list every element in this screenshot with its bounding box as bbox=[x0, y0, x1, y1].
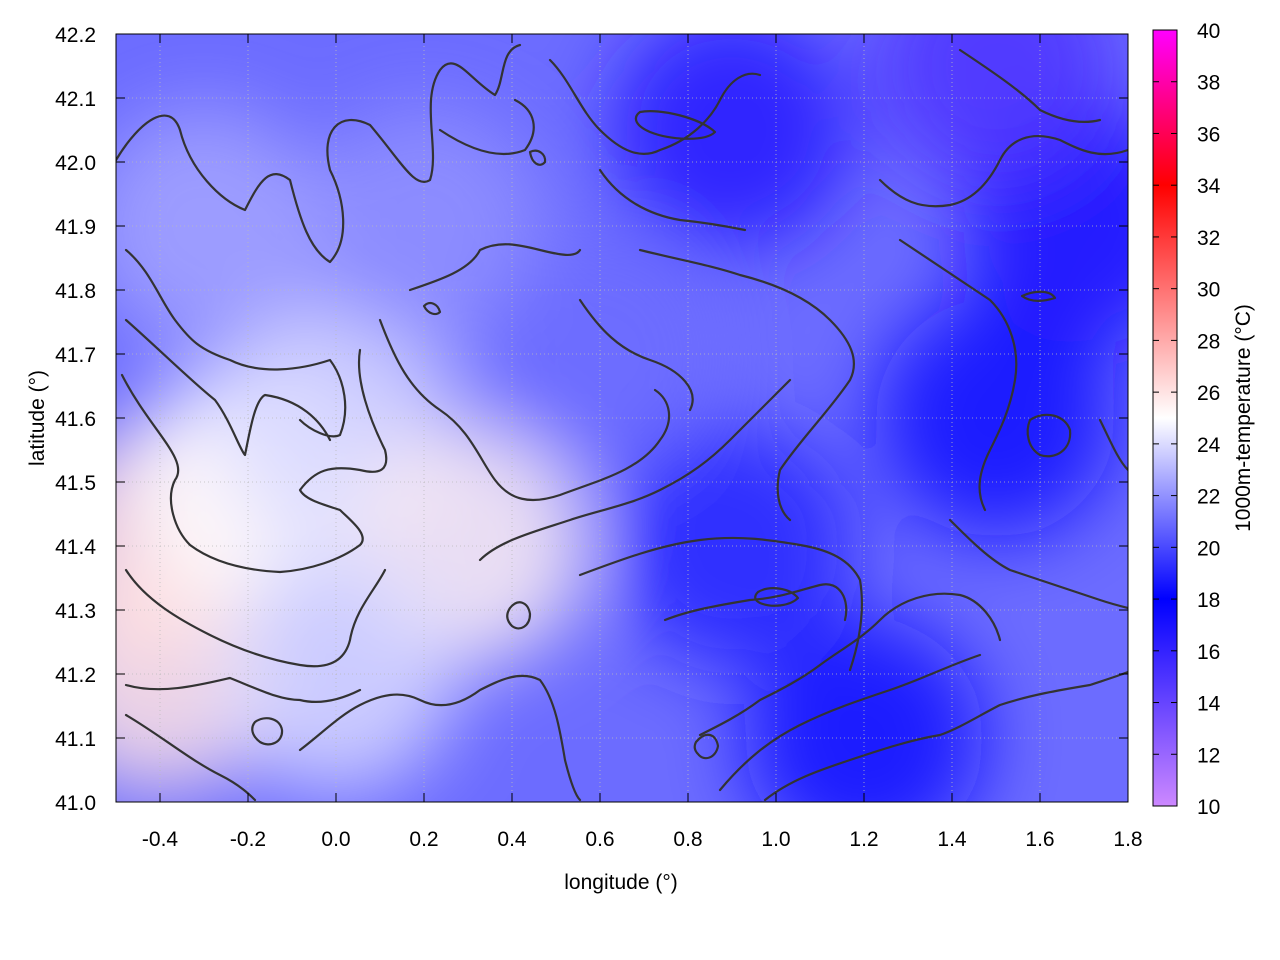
colorbar-tick-label: 36 bbox=[1197, 123, 1220, 146]
x-tick-label: 1.2 bbox=[849, 828, 878, 851]
contour-line bbox=[693, 733, 720, 760]
contour-line bbox=[663, 583, 848, 622]
contour-line bbox=[478, 378, 792, 562]
x-axis-ticks: -0.4 -0.2 0.0 0.2 0.4 0.6 0.8 1.0 1.2 1.4 1.6 1.8 bbox=[142, 34, 1143, 851]
contour-line bbox=[878, 135, 1128, 208]
contour-line bbox=[638, 248, 855, 522]
y-tick-label: 41.0 bbox=[55, 792, 96, 815]
colorbar-tick-label: 24 bbox=[1197, 434, 1221, 457]
contour-line bbox=[1026, 413, 1072, 458]
contour-line bbox=[578, 536, 864, 672]
contour-line bbox=[548, 58, 762, 155]
y-tick-label: 41.9 bbox=[55, 216, 96, 239]
x-tick-label: -0.2 bbox=[230, 828, 266, 851]
contour-line bbox=[1020, 290, 1057, 302]
contour-line bbox=[898, 238, 1018, 512]
contour-line bbox=[251, 717, 284, 746]
x-tick-label: 0.6 bbox=[585, 828, 614, 851]
y-axis-ticks: 41.0 41.1 41.2 41.3 41.4 41.5 41.6 41.7 41.8 41.9… bbox=[55, 24, 1128, 815]
contour-line bbox=[958, 48, 1102, 124]
contour-line bbox=[698, 592, 1002, 737]
contour-line bbox=[438, 98, 535, 155]
y-tick-label: 41.6 bbox=[55, 408, 96, 431]
y-tick-label: 41.3 bbox=[55, 600, 96, 623]
contour-line bbox=[578, 298, 694, 412]
contour-line bbox=[298, 674, 582, 802]
colorbar-tick-label: 40 bbox=[1197, 20, 1220, 43]
contour-line bbox=[124, 568, 387, 668]
y-tick-label: 41.1 bbox=[55, 728, 96, 751]
contour-line bbox=[948, 518, 1128, 610]
contour-line bbox=[408, 243, 582, 292]
contour-line bbox=[754, 587, 800, 607]
colorbar-tick-label: 22 bbox=[1197, 486, 1220, 509]
heatmap-plot-area bbox=[116, 34, 1128, 802]
colorbar-ticks: 10 12 14 16 18 20 22 24 26 28 30 32 34 36 38 40 bbox=[1153, 20, 1221, 819]
contour-line bbox=[634, 110, 717, 140]
contour-line bbox=[718, 653, 982, 792]
contour-line bbox=[528, 149, 547, 166]
colorbar-tick-label: 14 bbox=[1197, 693, 1221, 716]
y-tick-label: 42.2 bbox=[55, 24, 96, 47]
contour-line bbox=[120, 348, 388, 574]
contour-line bbox=[124, 318, 332, 457]
terrain-contours bbox=[116, 43, 1128, 802]
colorbar-tick-label: 18 bbox=[1197, 589, 1220, 612]
colorbar: 10 12 14 16 18 20 22 24 26 28 30 32 34 36 38 40 1000m-t… bbox=[1152, 20, 1255, 819]
colorbar-tick-label: 16 bbox=[1197, 641, 1220, 664]
y-tick-label: 41.4 bbox=[55, 536, 96, 559]
y-tick-label: 41.8 bbox=[55, 280, 96, 303]
colorbar-tick-label: 34 bbox=[1197, 175, 1221, 198]
contour-line bbox=[124, 676, 362, 704]
colorbar-tick-label: 12 bbox=[1197, 744, 1220, 767]
colorbar-tick-label: 28 bbox=[1197, 330, 1220, 353]
contour-line bbox=[598, 168, 747, 232]
contour-line bbox=[124, 248, 347, 438]
y-tick-label: 42.1 bbox=[55, 88, 96, 111]
contour-line bbox=[378, 318, 671, 502]
x-tick-label: 0.4 bbox=[497, 828, 527, 851]
y-tick-label: 42.0 bbox=[55, 152, 96, 175]
contour-line bbox=[116, 43, 522, 264]
colorbar-tick-label: 38 bbox=[1197, 72, 1220, 95]
x-tick-label: 1.6 bbox=[1025, 828, 1054, 851]
x-tick-label: 1.4 bbox=[937, 828, 967, 851]
colorbar-tick-label: 32 bbox=[1197, 227, 1220, 250]
field-sample bbox=[612, 34, 852, 250]
x-tick-label: 1.8 bbox=[1113, 828, 1142, 851]
field-sample bbox=[876, 34, 1116, 186]
colorbar-gradient-bar bbox=[1152, 29, 1178, 807]
x-tick-label: 0.2 bbox=[409, 828, 438, 851]
grid-lines bbox=[116, 34, 1128, 802]
contour-line bbox=[506, 601, 532, 630]
x-tick-label: 0.0 bbox=[321, 828, 350, 851]
y-axis-label: latitude (°) bbox=[26, 370, 49, 466]
contour-line bbox=[763, 670, 1128, 802]
x-tick-label: 1.0 bbox=[761, 828, 790, 851]
colorbar-label: 1000m-temperature (°C) bbox=[1232, 304, 1255, 532]
y-tick-label: 41.7 bbox=[55, 344, 96, 367]
y-tick-label: 41.2 bbox=[55, 664, 96, 687]
colorbar-tick-label: 10 bbox=[1197, 796, 1220, 819]
contour-line bbox=[1098, 418, 1128, 472]
colorbar-tick-label: 30 bbox=[1197, 279, 1220, 302]
y-tick-label: 41.5 bbox=[55, 472, 96, 495]
x-tick-label: -0.4 bbox=[142, 828, 179, 851]
x-axis-label: longitude (°) bbox=[564, 871, 677, 894]
colorbar-tick-label: 26 bbox=[1197, 382, 1220, 405]
field-sample bbox=[116, 106, 324, 346]
contour-line bbox=[422, 302, 442, 316]
colorbar-tick-label: 20 bbox=[1197, 537, 1220, 560]
x-tick-label: 0.8 bbox=[673, 828, 702, 851]
